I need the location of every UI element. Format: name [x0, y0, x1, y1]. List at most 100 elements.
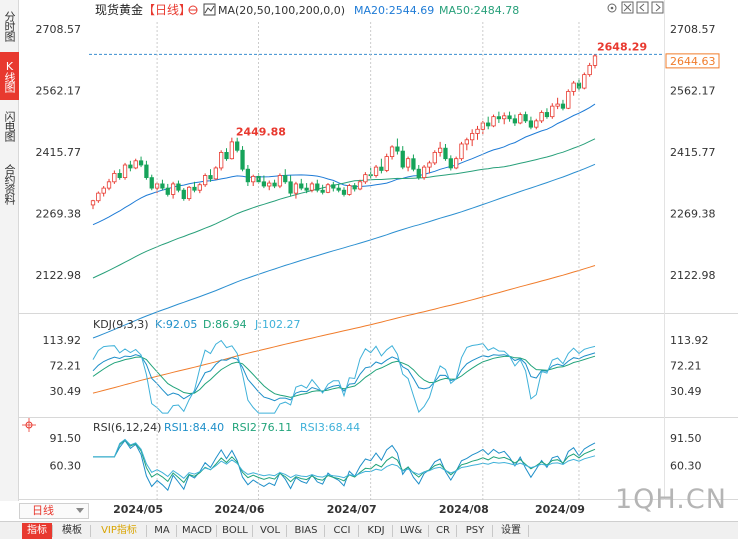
price-tick-left: 2122.98	[36, 269, 82, 282]
candle-up	[229, 141, 234, 160]
candle-up	[106, 181, 112, 189]
toolbar-item-12[interactable]: PSY	[465, 525, 485, 536]
toolbar-item-10[interactable]: LW&	[399, 525, 423, 536]
toolbar-separator	[146, 525, 147, 537]
candle-up	[112, 173, 117, 183]
price-tick-left: 2269.38	[36, 208, 82, 221]
candle-down	[395, 146, 400, 152]
candle-down	[283, 175, 288, 183]
x-tick-label: 2024/09	[535, 503, 585, 516]
toolbar-item-3[interactable]: MA	[154, 525, 170, 536]
candle-down	[299, 183, 304, 189]
rsi1-label: RSI1:84.40	[164, 421, 224, 434]
candle-up	[427, 162, 432, 168]
candle-up	[582, 74, 587, 89]
price-tick-left: 2415.77	[36, 146, 82, 159]
period-selector-label: 日线	[32, 504, 54, 517]
kdj-k-line	[92, 352, 596, 402]
tab-kline[interactable]: K线图	[0, 52, 19, 100]
gear-icon[interactable]	[188, 5, 198, 15]
toolbar-separator	[456, 525, 457, 537]
candle-up	[432, 151, 437, 164]
toolbar-item-13[interactable]: 设置	[501, 525, 521, 536]
toolbar-separator	[176, 525, 177, 537]
candle-down	[176, 183, 181, 191]
candle-up	[566, 91, 571, 109]
candle-down	[208, 175, 213, 180]
kdj-d-label: D:86.94	[203, 318, 247, 331]
price-tick-right: 2122.98	[670, 269, 716, 282]
price-tick-right: 2708.57	[670, 23, 716, 36]
toolbar-item-1[interactable]: 模板	[62, 525, 82, 536]
tab-timeshare[interactable]: 分时图	[3, 11, 16, 41]
toolbar-separator	[216, 525, 217, 537]
ma50-label: MA50:2484.78	[439, 4, 519, 17]
rsi3-line	[93, 438, 596, 479]
moving-averages	[92, 103, 596, 394]
tab-contract-info[interactable]: 合约资料	[3, 164, 16, 204]
candle-up	[357, 181, 363, 190]
candle-down	[320, 189, 325, 193]
candle-down	[443, 147, 448, 160]
candle-down	[144, 164, 149, 179]
candle-up	[384, 156, 389, 171]
candle-up	[293, 183, 299, 194]
candle-down	[261, 181, 267, 187]
candle-down	[496, 116, 502, 120]
rsi2-line	[93, 439, 596, 484]
candle-down	[288, 181, 293, 194]
price-tick-left: 2562.17	[36, 85, 82, 98]
period-tag: 【日线】	[143, 3, 191, 17]
next-icon[interactable]	[651, 1, 664, 14]
candle-up	[518, 114, 523, 124]
toolbar-item-5[interactable]: BOLL	[222, 525, 248, 536]
kline-chart[interactable]: 现货黄金 【日线】 MA(20,50,100,200,0,0) MA20:254…	[19, 0, 738, 520]
price-axis-left: 2708.57 2562.17 2415.77 2269.38 2122.98	[36, 23, 82, 282]
toolbar-item-8[interactable]: CCI	[333, 525, 351, 536]
toolbar-item-0[interactable]: 指标	[22, 523, 52, 539]
candle-down	[544, 112, 550, 118]
high-price-label: 2648.29	[597, 40, 647, 53]
toolbar-separator	[428, 525, 429, 537]
period-selector[interactable]: 日线	[19, 503, 89, 519]
kdj-k-label: K:92.05	[155, 318, 197, 331]
toolbar-item-7[interactable]: BIAS	[294, 525, 318, 536]
candle-up	[470, 133, 475, 141]
candle-down	[448, 158, 453, 169]
candle-up	[571, 82, 576, 92]
ma200-line	[92, 265, 596, 394]
candle-down	[352, 185, 357, 190]
kdj-axis: 113.92 113.92 72.21 72.21 30.49 30.49	[43, 334, 709, 398]
candle-down	[245, 168, 251, 183]
toolbar-item-11[interactable]: CR	[436, 525, 450, 536]
chevron-down-icon	[76, 508, 84, 513]
tab-flash[interactable]: 闪电图	[3, 111, 16, 141]
ma100-line	[92, 163, 596, 339]
candle-down	[272, 182, 277, 187]
rsi2-label: RSI2:76.11	[232, 421, 292, 434]
toolbar-item-9[interactable]: KDJ	[367, 525, 385, 536]
crosshair-icon[interactable]	[22, 418, 36, 432]
toolbar-item-2[interactable]: VIP指标	[101, 525, 137, 536]
close-icon[interactable]	[621, 1, 634, 14]
candle-up	[534, 120, 539, 128]
indicator-icon[interactable]	[203, 3, 216, 16]
candle-up	[325, 184, 331, 193]
kdj-j-line	[92, 339, 596, 414]
settings-icon[interactable]	[607, 3, 617, 13]
rsi3-label: RSI3:68.44	[300, 421, 360, 434]
kdj-title: KDJ(9,3,3)	[93, 318, 149, 331]
toolbar-item-4[interactable]: MACD	[182, 525, 212, 536]
toolbar-item-6[interactable]: VOL	[259, 525, 281, 536]
candles	[90, 54, 598, 210]
candle-up	[475, 128, 480, 134]
candle-down	[400, 150, 405, 168]
rsi-tick-left: 60.30	[50, 459, 82, 472]
price-tick-right: 2562.17	[670, 85, 716, 98]
kdj-tick-right: 30.49	[670, 385, 702, 398]
prev-icon[interactable]	[636, 1, 649, 14]
candle-down	[304, 187, 309, 191]
candle-up	[186, 186, 192, 200]
x-axis: 2024/05 2024/06 2024/07 2024/08 2024/09	[113, 22, 585, 516]
price-tick-left: 2708.57	[36, 23, 82, 36]
